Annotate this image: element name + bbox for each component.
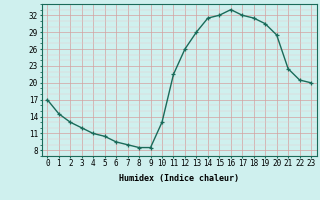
X-axis label: Humidex (Indice chaleur): Humidex (Indice chaleur) — [119, 174, 239, 183]
